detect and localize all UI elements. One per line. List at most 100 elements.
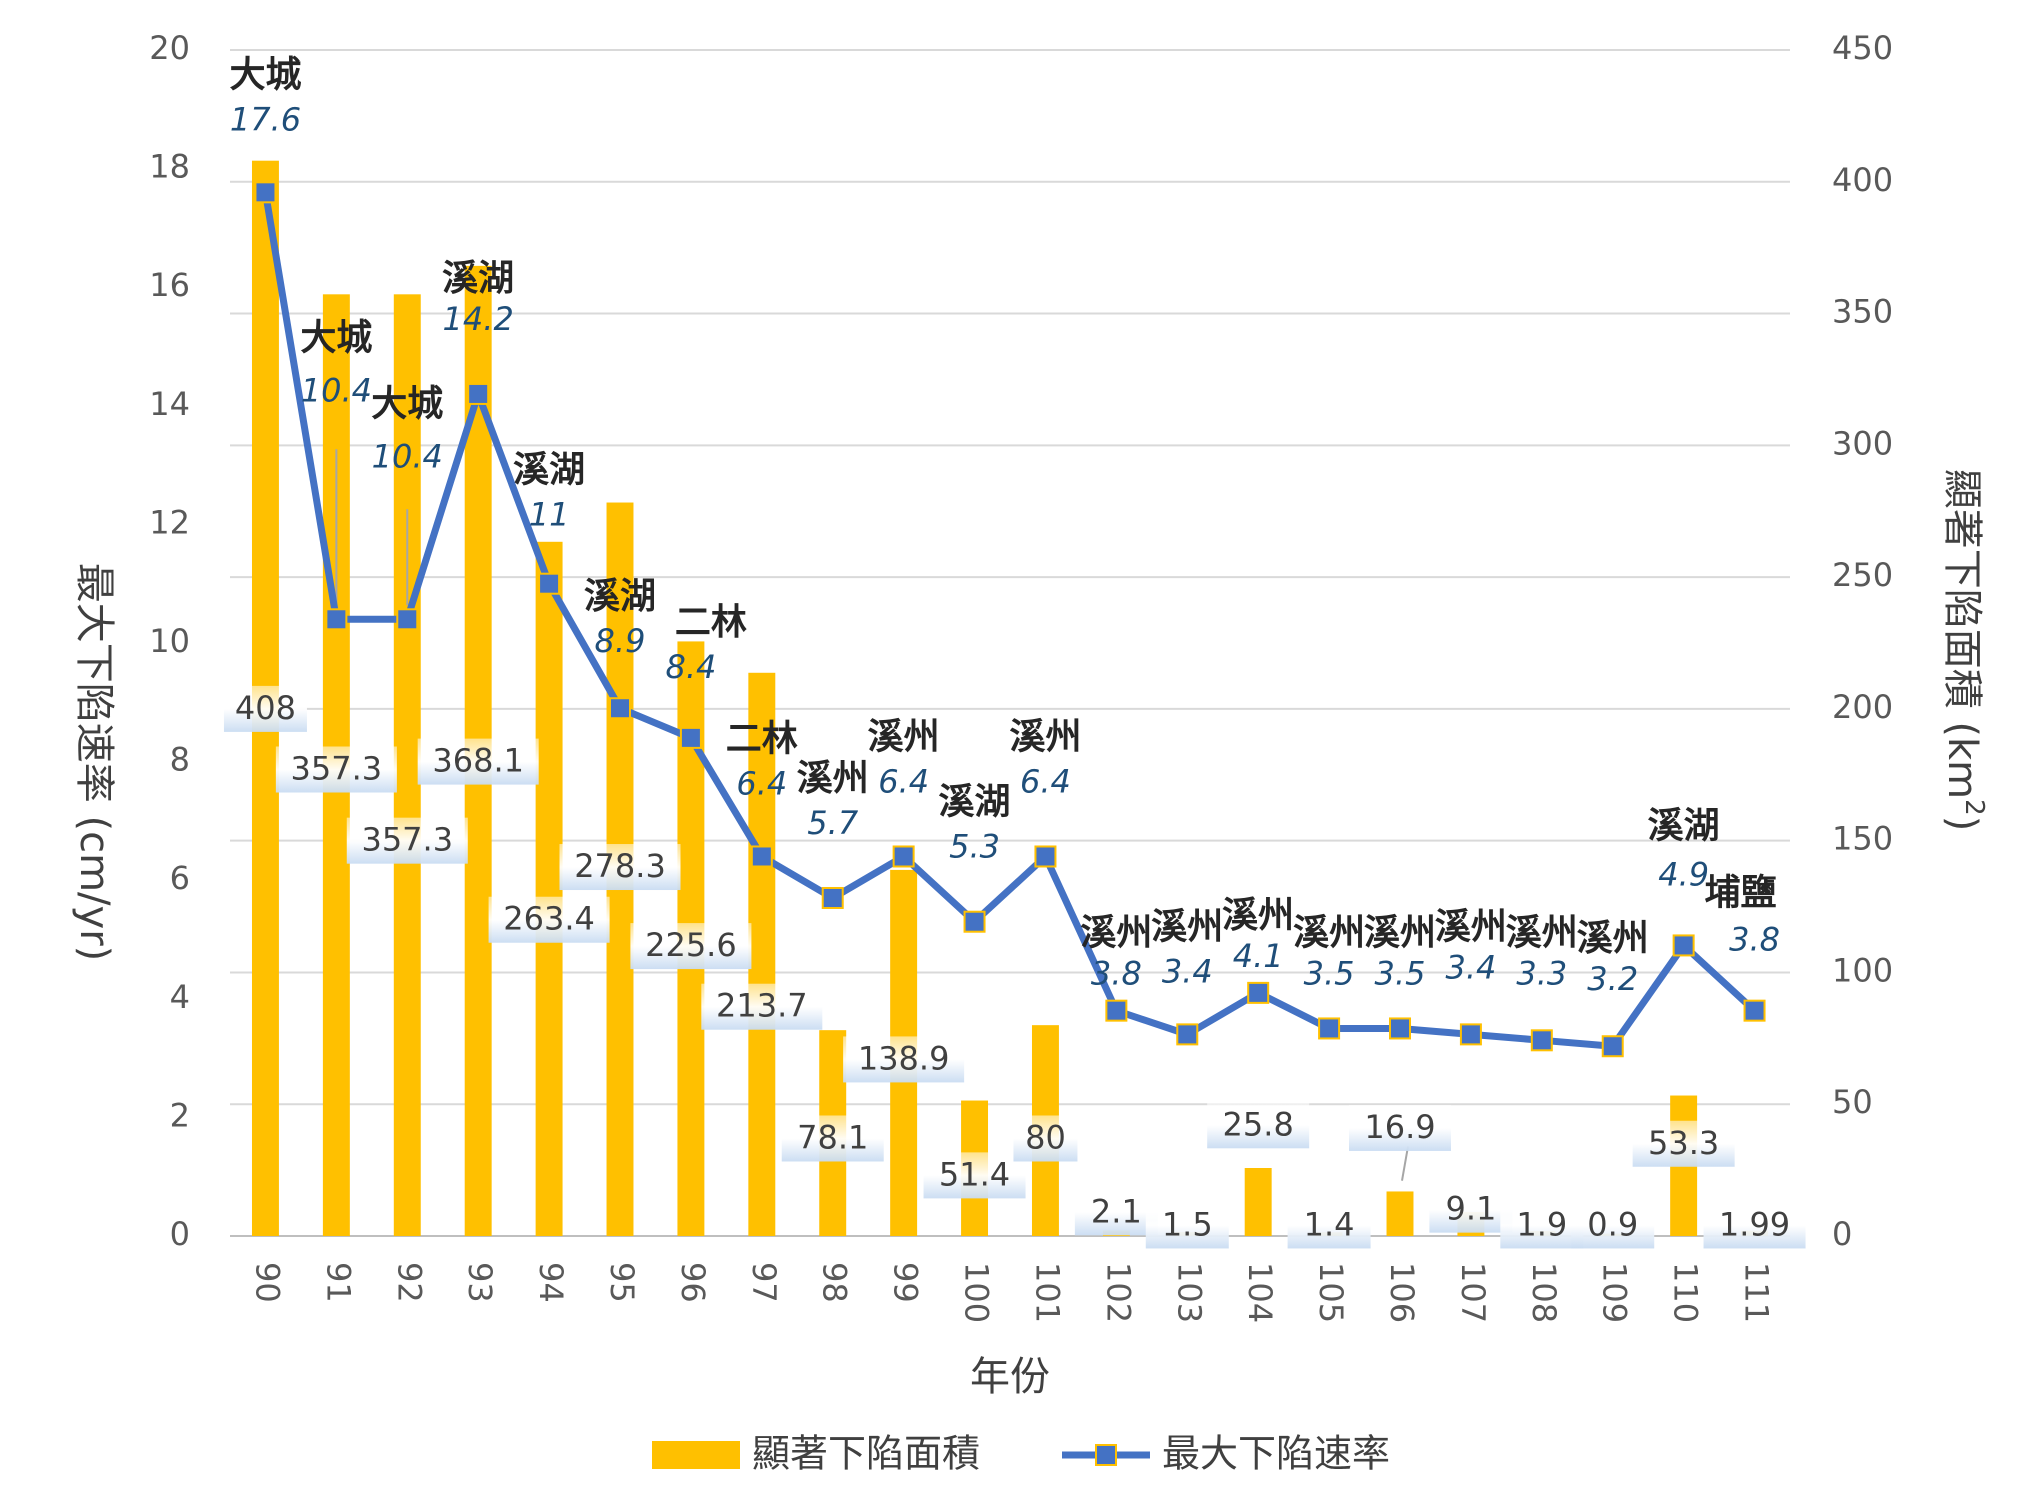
rate-line <box>262 191 1757 1050</box>
location-label: 溪湖 <box>939 782 1011 823</box>
area-label-box <box>1632 1120 1735 1167</box>
right-axis-title-sup: 2 <box>1960 799 1990 816</box>
area-label-box <box>923 1152 1026 1199</box>
gridlines <box>230 49 1790 1237</box>
rate-label: 10.4 <box>372 437 443 475</box>
rate-marker <box>750 845 773 868</box>
rate-label: 5.3 <box>949 828 1000 866</box>
x-tick-label: 94 <box>532 1262 570 1303</box>
x-tick-label: 98 <box>816 1262 854 1303</box>
rate-labels: 17.6 10.410.4 14.2 11 8.9 8.4 6.4 5.7 6.4 5.3 6.4 3… <box>230 100 1780 998</box>
legend-swatch-area <box>652 1441 740 1469</box>
location-label: 大城 <box>371 383 443 424</box>
right-tick-label: 450 <box>1832 29 1893 67</box>
area-label: 2.1 <box>1091 1192 1142 1230</box>
rate-marker <box>538 572 561 595</box>
area-label-box <box>488 896 610 943</box>
x-tick-label: 91 <box>319 1262 357 1303</box>
rate-polyline <box>262 191 1757 1050</box>
area-label: 278.3 <box>574 847 666 885</box>
rate-marker <box>1389 1017 1411 1040</box>
location-label: 大城 <box>300 317 372 358</box>
area-label-box <box>1500 1202 1584 1249</box>
area-label: 80 <box>1025 1118 1066 1156</box>
x-tick-label: 107 <box>1454 1262 1492 1323</box>
bar <box>748 672 776 1236</box>
rate-marker <box>963 910 986 933</box>
area-label-box <box>1013 1115 1078 1162</box>
location-label: 埔鹽 <box>1705 873 1777 914</box>
legend-label-area: 顯著下陷面積 <box>752 1432 980 1476</box>
right-axis: 0 50 100 150 200 250 300 350 400 450 <box>1832 29 1893 1253</box>
location-label: 溪州 <box>797 758 869 799</box>
left-tick-label: 14 <box>149 385 190 423</box>
right-tick-label: 250 <box>1832 556 1893 594</box>
left-tick-label: 6 <box>170 859 190 897</box>
legend-swatch-rate-marker <box>1095 1444 1117 1466</box>
location-label: 溪州 <box>1364 912 1436 953</box>
left-tick-label: 2 <box>170 1096 190 1134</box>
location-label: 溪州 <box>1293 912 1365 953</box>
x-tick-label: 95 <box>603 1262 641 1303</box>
area-label-box <box>1349 1104 1451 1151</box>
rate-label: 3.4 <box>1445 948 1496 986</box>
x-tick-label: 106 <box>1383 1262 1421 1323</box>
rate-marker <box>1176 1023 1199 1046</box>
rate-label: 3.2 <box>1587 960 1638 998</box>
x-tick-label: 101 <box>1028 1262 1066 1323</box>
area-label: 1.9 <box>1516 1205 1567 1243</box>
rate-label: 11 <box>529 496 570 534</box>
x-tick-label: 99 <box>887 1262 925 1303</box>
area-label-box <box>275 746 397 793</box>
right-tick-label: 400 <box>1832 161 1893 199</box>
left-tick-label: 0 <box>170 1215 190 1253</box>
right-axis-title-close: ) <box>1939 816 1985 832</box>
rate-label: 6.4 <box>878 762 929 800</box>
rate-marker <box>1672 934 1695 957</box>
x-axis: 90 91 92 93 94 95 96 97 98 99 100 101 102 103 104 105 10… <box>248 1262 1775 1323</box>
area-label-box <box>1703 1202 1806 1249</box>
x-tick-label: 105 <box>1312 1262 1350 1323</box>
area-label: 357.3 <box>361 821 453 859</box>
right-tick-label: 50 <box>1832 1083 1873 1121</box>
rate-label: 8.9 <box>595 622 646 660</box>
right-tick-label: 100 <box>1832 951 1893 989</box>
location-label: 溪湖 <box>584 576 656 617</box>
area-label: 225.6 <box>645 926 737 964</box>
leader-line <box>1401 1146 1409 1181</box>
area-label: 53.3 <box>1648 1124 1719 1162</box>
x-tick-label: 109 <box>1596 1262 1634 1323</box>
left-tick-label: 4 <box>170 978 190 1016</box>
rate-label: 14.2 <box>443 300 514 338</box>
area-label: 1.99 <box>1719 1205 1790 1243</box>
right-tick-label: 0 <box>1832 1215 1852 1253</box>
rate-marker <box>1601 1035 1624 1058</box>
area-label-box <box>781 1115 884 1162</box>
x-tick-label: 90 <box>248 1262 286 1303</box>
area-label-box <box>346 817 468 864</box>
rate-markers <box>254 181 1766 1058</box>
area-label: 357.3 <box>291 750 383 788</box>
area-label: 408 <box>235 689 296 727</box>
rate-marker <box>821 886 844 909</box>
rate-marker <box>1247 981 1270 1004</box>
x-tick-label: 103 <box>1170 1262 1208 1323</box>
area-label-box <box>1571 1202 1655 1249</box>
left-axis: 0 2 4 6 8 10 12 14 16 18 20 <box>149 29 190 1253</box>
area-label: 51.4 <box>939 1155 1010 1193</box>
rate-label: 10.4 <box>301 371 372 409</box>
rate-marker <box>609 697 631 720</box>
leader-lines <box>335 449 1409 1181</box>
rate-label: 3.8 <box>1091 955 1142 993</box>
rate-marker <box>396 608 419 631</box>
x-tick-label: 102 <box>1099 1262 1137 1323</box>
location-label: 溪州 <box>1009 716 1081 757</box>
area-label: 1.4 <box>1304 1205 1355 1243</box>
right-axis-title: 顯著下陷面積 (km2) <box>1939 469 1990 832</box>
rate-label: 4.9 <box>1658 855 1709 893</box>
rate-label: 17.6 <box>230 100 301 138</box>
right-tick-label: 350 <box>1832 293 1893 331</box>
rate-marker <box>1530 1029 1553 1052</box>
area-label-box <box>630 923 752 970</box>
